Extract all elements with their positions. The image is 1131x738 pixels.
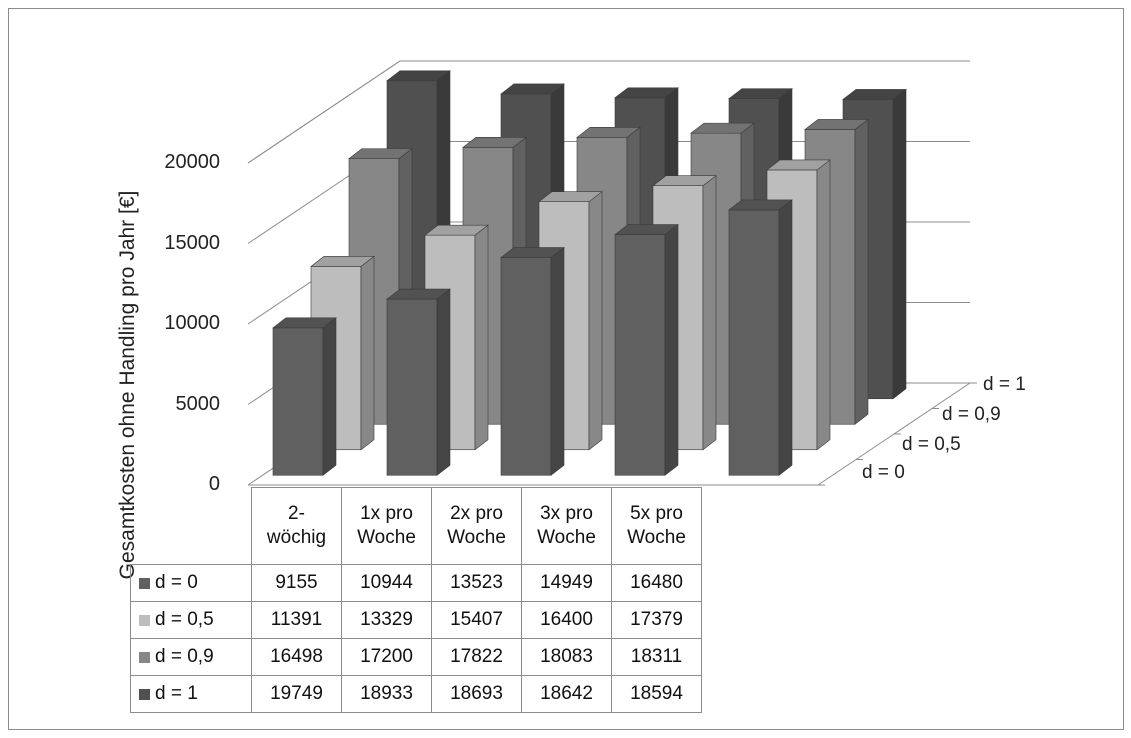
bar-top (614, 87, 679, 99)
depth-label: d = 1 (983, 374, 1026, 395)
table-cell: 18693 (431, 675, 522, 713)
bar-top (766, 159, 831, 171)
bar-side (322, 317, 337, 476)
depth-label: d = 0 (862, 462, 905, 483)
table-row: d = 0,9 16498 17200 17822 18083 18311 (130, 638, 702, 676)
bar-side (550, 246, 565, 476)
legend-swatch (139, 615, 150, 626)
series-label: d = 0 (130, 564, 252, 602)
table-cell: 17822 (431, 638, 522, 676)
bar-top (424, 224, 489, 236)
bar-side (360, 255, 375, 451)
table-cell: 11391 (251, 601, 342, 639)
bar-top (652, 175, 717, 187)
bar-side (892, 88, 907, 400)
bar-side (702, 175, 717, 451)
table-row: d = 0,5 11391 13329 15407 16400 17379 (130, 601, 702, 639)
bar-front (614, 234, 666, 476)
legend-swatch (139, 578, 150, 589)
table-cell: 16480 (611, 564, 702, 602)
data-table: 2- wöchig 1x pro Woche 2x pro Woche 3x pro Woch… (130, 487, 702, 713)
bar-top (728, 88, 793, 99)
table-cell: 17379 (611, 601, 702, 639)
table-cell: 10944 (341, 564, 432, 602)
category-header: 2- wöchig (251, 487, 342, 565)
bar-top (576, 127, 641, 138)
legend-swatch (139, 652, 150, 663)
y-tick-label: 0 (208, 473, 220, 495)
table-cell: 18311 (611, 638, 702, 676)
category-header: 3x pro Woche (521, 487, 612, 565)
bar-side (474, 224, 489, 451)
bar-front (728, 209, 780, 476)
table-cell: 16400 (521, 601, 612, 639)
bar-side (816, 159, 831, 451)
table-cell: 13329 (341, 601, 432, 639)
bar-top (690, 122, 755, 134)
bar-top (728, 199, 793, 211)
bar-side (854, 118, 869, 425)
bar-top (842, 89, 907, 100)
table-cell: 9155 (251, 564, 342, 602)
table-cell: 15407 (431, 601, 522, 639)
category-header: 2x pro Woche (431, 487, 522, 565)
table-corner (130, 487, 252, 565)
legend-swatch (139, 689, 150, 700)
bar-top (500, 247, 565, 258)
bar-top (386, 288, 451, 300)
category-header: 1x pro Woche (341, 487, 432, 565)
bar-side (588, 191, 603, 451)
table-cell: 16498 (251, 638, 342, 676)
table-cell: 18083 (521, 638, 612, 676)
table-cell: 18933 (341, 675, 432, 713)
bar-side (436, 288, 451, 476)
y-tick-label: 5000 (175, 392, 221, 415)
table-cell: 18594 (611, 675, 702, 713)
series-label: d = 0,5 (130, 601, 252, 639)
bar-front (500, 257, 552, 476)
gridline-side (247, 60, 401, 164)
bar-top (500, 83, 565, 95)
bar-top (310, 256, 375, 267)
chart-frame (8, 8, 1124, 730)
bar-top (614, 224, 679, 235)
depth-label: d = 0,5 (902, 434, 961, 455)
table-row: d = 0 9155 10944 13523 14949 16480 (130, 564, 702, 602)
table-cell: 19749 (251, 675, 342, 713)
bar-top (538, 191, 603, 202)
table-cell: 17200 (341, 638, 432, 676)
bar-top (386, 70, 451, 82)
bar-top (462, 137, 527, 148)
table-cell: 18642 (521, 675, 612, 713)
category-header: 5x pro Woche (611, 487, 702, 565)
bar-side (664, 223, 679, 476)
series-label: d = 1 (130, 675, 252, 713)
bar-front (386, 298, 438, 476)
y-tick-label: 20000 (164, 151, 220, 173)
table-cell: 14949 (521, 564, 612, 602)
table-row: d = 1 19749 18933 18693 18642 18594 (130, 675, 702, 713)
y-tick-label: 15000 (164, 231, 220, 254)
bar-top (348, 148, 413, 159)
bar-top (272, 317, 337, 329)
depth-label: d = 0,9 (942, 404, 1001, 425)
bar-front (272, 327, 324, 476)
series-label: d = 0,9 (130, 638, 252, 676)
y-tick-label: 10000 (164, 312, 220, 334)
table-cell: 13523 (431, 564, 522, 602)
bar-top (804, 119, 869, 130)
data-table-header: 2- wöchig 1x pro Woche 2x pro Woche 3x pro Woch… (130, 487, 702, 565)
bar-side (778, 199, 793, 476)
